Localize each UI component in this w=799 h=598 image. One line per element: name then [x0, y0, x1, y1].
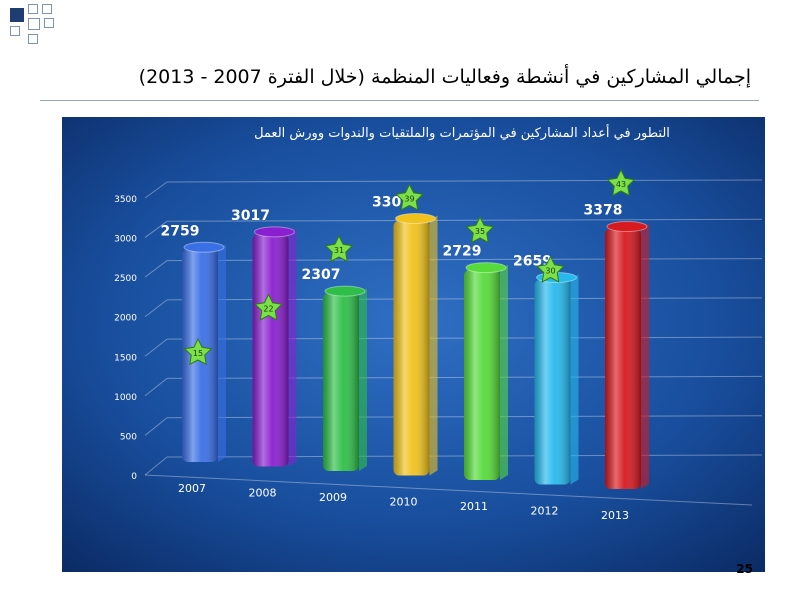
chart-panel: التطور في أعداد المشاركين في المؤتمرات و… — [62, 117, 765, 572]
star-icon — [183, 337, 213, 366]
y-tick-label: 0 — [131, 472, 137, 482]
star-marker: 43 — [606, 168, 636, 197]
star-marker: 22 — [254, 293, 283, 321]
data-label: 2729 — [443, 244, 482, 260]
star-label: 31 — [334, 246, 344, 255]
star-icon — [606, 168, 636, 197]
gridline-side — [144, 260, 168, 278]
gridline-side — [144, 338, 168, 357]
bar-gloss — [464, 269, 500, 480]
bar-side — [218, 244, 226, 462]
star-icon — [254, 293, 283, 321]
star-icon — [536, 255, 565, 283]
corner-decoration — [0, 0, 70, 50]
bar-2011: 2729 35 2011 — [443, 215, 508, 513]
bar-2008: 3017 22 2008 — [231, 208, 297, 500]
x-tick-label: 2013 — [601, 509, 629, 522]
bar-2007: 2759 15 2007 — [161, 223, 226, 495]
x-tick-label: 2007 — [178, 482, 206, 495]
y-tick-label: 2500 — [114, 274, 137, 284]
x-tick-label: 2010 — [390, 496, 418, 509]
star-icon — [465, 215, 495, 244]
bar-top — [606, 221, 648, 233]
bar-top — [324, 285, 366, 297]
x-tick-label: 2008 — [249, 487, 277, 500]
y-tick-label: 3000 — [114, 235, 137, 245]
bar-gloss — [605, 228, 641, 489]
y-tick-label: 1500 — [114, 353, 137, 363]
star-marker: 31 — [324, 234, 354, 263]
bar-gloss — [393, 220, 430, 476]
chart-title: التطور في أعداد المشاركين في المؤتمرات و… — [254, 124, 670, 141]
bar-gloss — [534, 279, 571, 485]
x-tick-label: 2012 — [531, 505, 559, 518]
data-label: 2759 — [161, 223, 200, 239]
star-icon — [324, 234, 354, 263]
gridline-side — [144, 456, 168, 476]
title-divider — [40, 100, 759, 101]
gridline-side — [144, 417, 168, 436]
bar-side — [288, 228, 297, 467]
bar-top — [465, 262, 507, 274]
data-label: 3378 — [584, 203, 623, 219]
floor-edge — [144, 474, 753, 506]
star-icon — [395, 183, 424, 211]
star-label: 43 — [616, 180, 626, 189]
bar-2013: 3378 43 2013 — [584, 168, 649, 522]
star-label: 30 — [545, 267, 555, 276]
slide-title: إجمالي المشاركين في أنشطة وفعاليات المنظ… — [138, 66, 751, 88]
bar-top — [254, 226, 295, 238]
bar-side — [641, 223, 649, 489]
bar-2009: 2307 31 2009 — [302, 234, 367, 504]
bar-side — [500, 264, 508, 480]
star-label: 35 — [475, 227, 485, 236]
y-tick-label: 1000 — [114, 393, 137, 403]
bar-top — [183, 241, 225, 253]
bar-gloss — [252, 233, 289, 467]
star-label: 15 — [193, 349, 203, 358]
x-tick-label: 2009 — [319, 491, 347, 504]
bar-side — [570, 274, 579, 485]
star-marker: 39 — [395, 183, 424, 211]
gridline — [166, 179, 763, 183]
gridline — [166, 218, 763, 222]
y-tick-label: 2000 — [114, 314, 137, 324]
data-label: 2307 — [302, 267, 341, 283]
gridline-side — [144, 299, 168, 318]
page-number: 25 — [736, 562, 753, 576]
bar-chart: التطور في أعداد المشاركين في المؤتمرات و… — [62, 117, 765, 572]
y-tick-label: 500 — [120, 432, 137, 442]
star-marker: 30 — [536, 255, 565, 283]
star-marker: 35 — [465, 215, 495, 244]
bar-side — [359, 288, 367, 471]
star-marker: 15 — [183, 337, 213, 366]
y-tick-label: 3500 — [114, 195, 137, 205]
gridline-side — [144, 378, 168, 397]
gridline-side — [144, 220, 168, 238]
bar-gloss — [323, 293, 359, 471]
star-label: 22 — [263, 305, 273, 314]
gridline-side — [144, 181, 168, 199]
bar-top — [395, 213, 436, 224]
x-tick-label: 2011 — [460, 500, 488, 513]
bar-side — [429, 215, 438, 476]
star-label: 39 — [404, 195, 414, 204]
data-label: 3017 — [231, 208, 270, 224]
